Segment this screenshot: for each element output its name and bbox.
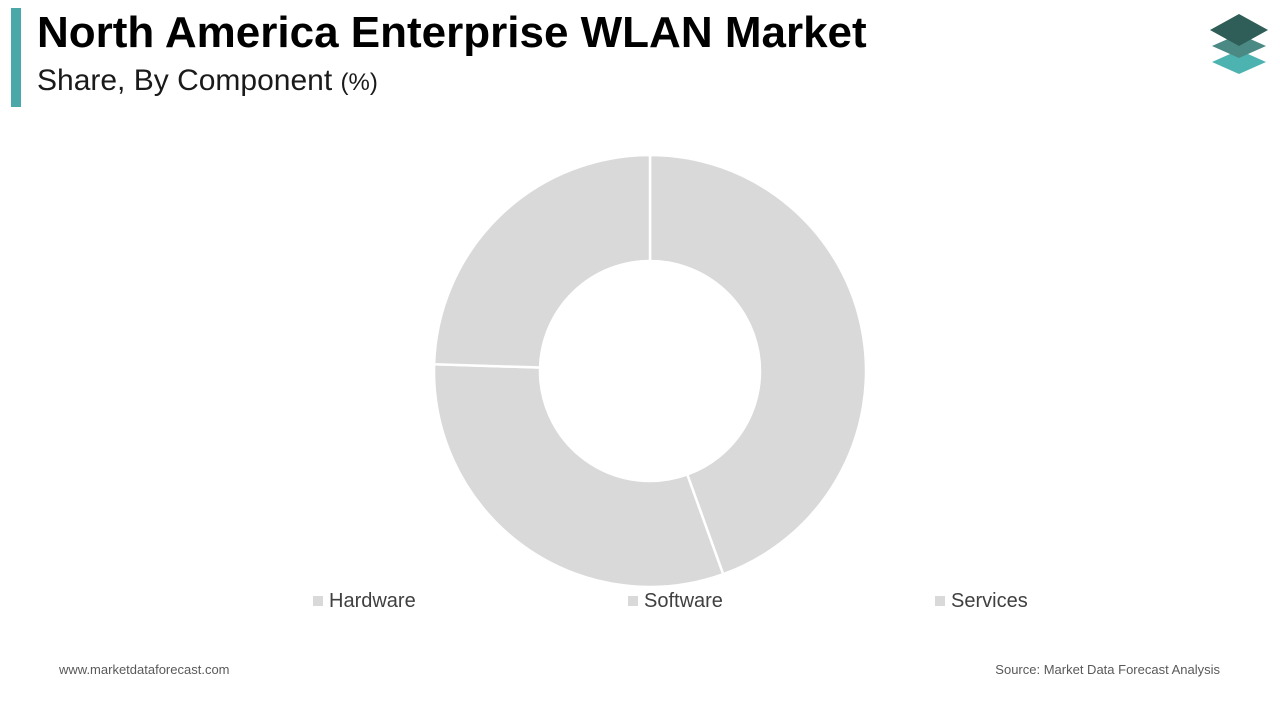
legend-item-hardware: Hardware [313,588,416,614]
subtitle-text: Share, By Component [37,64,333,97]
legend-label-hardware: Hardware [329,589,416,612]
legend-label-software: Software [644,589,723,612]
page-title: North America Enterprise WLAN Market [37,8,867,57]
legend-swatch-software [628,596,638,606]
footer-website: www.marketdataforecast.com [59,662,230,677]
legend-swatch-services [935,596,945,606]
footer-source: Source: Market Data Forecast Analysis [995,662,1220,677]
legend-swatch-hardware [313,596,323,606]
legend-label-services: Services [951,589,1028,612]
stacked-layers-logo-icon [1210,14,1268,74]
legend-item-software: Software [628,588,723,614]
title-accent-bar [11,8,21,107]
donut-slice-software [432,362,725,589]
logo-layer-top [1210,14,1268,46]
subtitle-unit: (%) [340,69,378,96]
donut-slice-services [432,153,652,369]
donut-slice-hardware [648,153,868,576]
page-subtitle: Share, By Component (%) [37,64,378,98]
logo-layer-bottom [1212,50,1266,74]
legend-item-services: Services [935,588,1028,614]
